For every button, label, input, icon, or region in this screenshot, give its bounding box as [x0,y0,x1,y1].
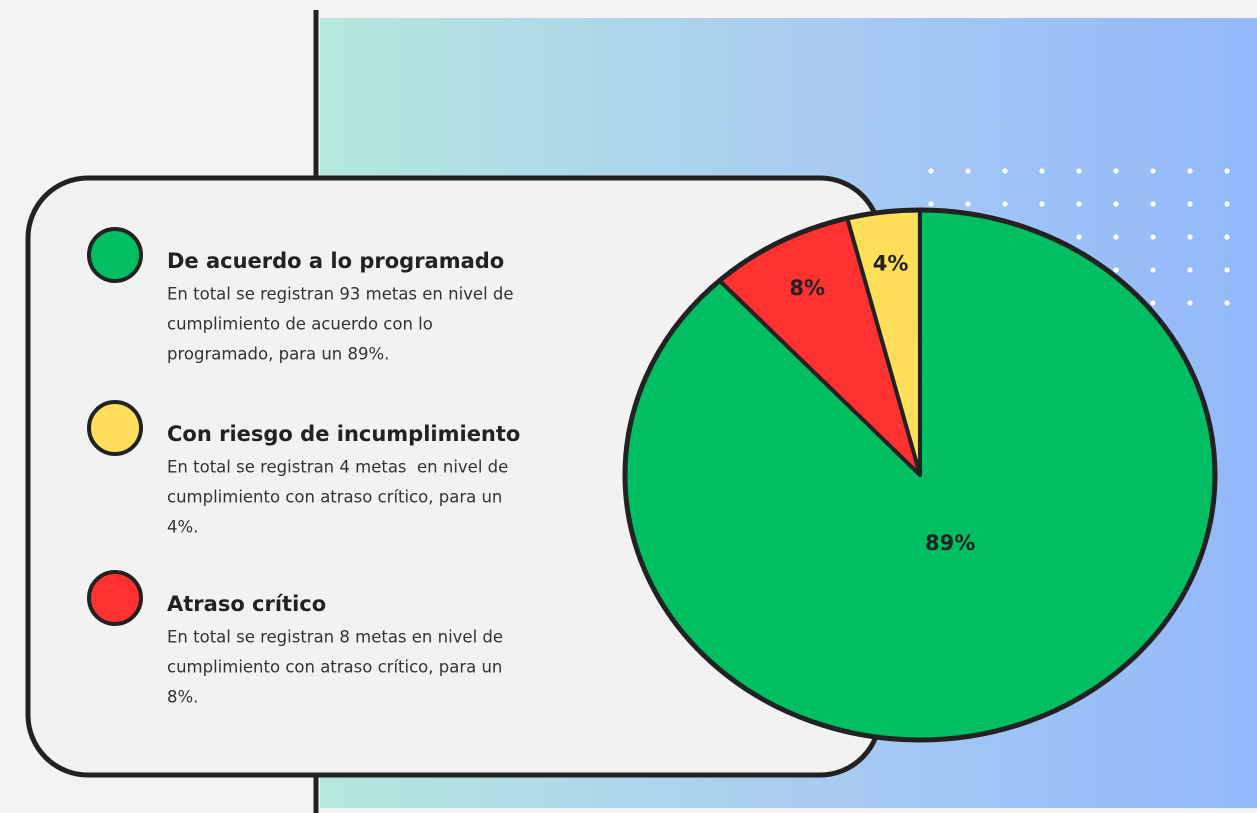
slice-label: 89% [925,531,975,555]
legend-description: cumplimiento con atraso crítico, para un [167,488,502,507]
legend-swatch [87,400,143,456]
pie-outline [622,207,1218,743]
legend-description: 4%. [167,518,198,537]
legend-swatch [87,227,143,283]
legend-description: 8%. [167,688,198,707]
legend-description: En total se registran 93 metas en nivel … [167,285,514,304]
legend-title: De acuerdo a lo programado [167,249,504,273]
legend-title: Atraso crítico [167,592,326,616]
slice-label: 4% [873,252,909,276]
legend-description: cumplimiento de acuerdo con lo [167,315,433,334]
legend-description: En total se registran 4 metas en nivel d… [167,458,508,477]
legend-description: En total se registran 8 metas en nivel d… [167,628,503,647]
legend-swatch [87,570,143,626]
legend-description: cumplimiento con atraso crítico, para un [167,658,502,677]
slice-label: 8% [789,276,825,300]
legend: De acuerdo a lo programado En total se re… [87,227,520,707]
legend-title: Con riesgo de incumplimiento [167,422,520,446]
legend-description: programado, para un 89%. [167,345,389,364]
pie: 89% 4% 8% [622,207,1218,743]
